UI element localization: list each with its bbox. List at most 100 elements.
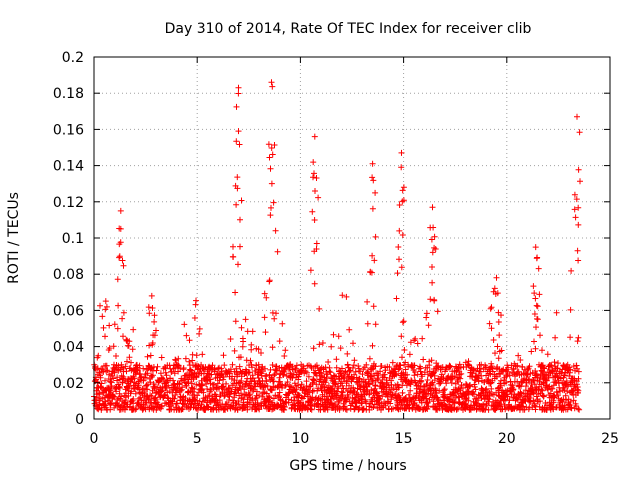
data-point [531,338,537,345]
data-point [392,370,399,377]
data-point [189,357,196,364]
data-point [269,344,276,351]
data-point [279,320,286,327]
data-point [330,331,337,338]
data-point [363,361,370,368]
data-point [536,291,543,298]
data-point [374,375,381,382]
data-point [377,368,384,375]
data-point [471,383,478,390]
data-point [370,303,377,310]
data-point [196,330,203,337]
data-point [553,389,560,396]
data-point [119,257,126,264]
data-point [146,342,153,349]
data-point [419,335,426,342]
data-point [255,361,262,368]
data-point [116,241,123,248]
data-point [370,177,377,184]
data-point [118,393,125,400]
data-point [318,387,325,393]
data-point [188,380,195,387]
data-point [427,296,434,303]
data-point [238,197,245,204]
data-point [151,318,158,325]
data-point [272,392,279,399]
data-point [146,396,152,403]
data-point [464,361,471,368]
data-point [510,386,517,393]
data-point [131,375,138,382]
data-point [313,246,320,252]
data-point [335,385,342,392]
data-point [369,174,376,181]
data-point [560,396,567,403]
data-point [179,384,186,391]
data-point [339,365,345,372]
data-point [102,377,108,384]
data-point [227,366,234,373]
data-point [311,217,318,223]
data-point [364,320,371,327]
data-point [100,324,107,331]
data-point [154,384,161,391]
data-point [284,379,291,385]
data-point [171,395,178,402]
data-point [417,365,424,372]
data-point [399,187,406,194]
data-point [423,310,430,317]
data-point [415,393,422,399]
data-point [575,221,582,228]
data-point [310,345,317,352]
data-point [102,333,108,340]
data-point [249,364,255,371]
data-point [412,379,419,386]
data-point [498,347,505,354]
data-point [462,395,469,402]
data-point [534,303,541,310]
data-point [116,254,123,261]
data-point [364,369,370,376]
data-point [563,378,570,384]
data-point [339,389,346,396]
data-point [167,375,173,382]
axis-ticks: 0 0.02 0.04 0.06 0.08 0.1 0.12 0.14 0.16 0.18 0.2 0… [53,50,619,447]
data-point [285,390,292,397]
x-tick-label: 25 [601,431,619,447]
data-point [310,159,317,166]
data-point [175,368,182,375]
data-point [575,368,582,375]
data-point [273,310,279,317]
data-point [427,224,434,231]
data-point [305,373,312,380]
data-point [425,322,432,329]
data-point [517,357,524,363]
data-point [465,397,472,404]
data-point [429,264,435,270]
data-point [349,365,356,371]
data-point [237,354,244,361]
data-point [128,359,134,366]
data-point [552,334,559,341]
data-point [266,154,273,161]
data-point [548,362,555,369]
data-point [132,390,139,397]
data-point [99,313,106,320]
data-point [214,380,221,387]
data-point [99,366,106,373]
data-point [258,350,264,356]
data-point [185,379,192,386]
data-point [231,347,238,354]
data-point [545,386,551,393]
data-point [405,391,412,398]
data-point [411,362,418,369]
data-point [308,406,315,413]
data-point [527,398,534,405]
data-point [287,383,294,390]
data-point [369,205,376,212]
data-point [103,368,110,375]
data-point [271,372,277,379]
data-point [271,142,278,148]
data-point [95,352,102,359]
data-point [326,364,333,371]
